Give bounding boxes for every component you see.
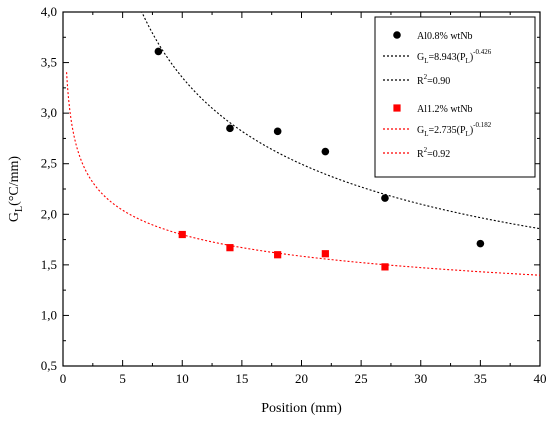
x-tick-label: 0 (60, 371, 67, 386)
y-axis-title-main: G (7, 212, 22, 222)
legend-r2-series-2-part: =0.92 (427, 149, 450, 160)
legend-equation-series-1-part: L (466, 57, 470, 65)
data-point-series-1 (226, 124, 234, 133)
data-point-series-2 (178, 230, 186, 239)
legend-equation-series-1-part: =8.943(P (429, 52, 466, 63)
legend-r2-series-2-part: 2 (424, 146, 428, 154)
y-tick-label: 2,5 (41, 156, 57, 171)
axis-titles: Position (mm) GL(°C/mm) (7, 156, 342, 416)
data-points (154, 47, 485, 271)
legend-equation-series-1-part: G (417, 52, 424, 63)
y-tick-label: 2,0 (41, 206, 57, 221)
legend-equation-series-1-part: -0.426 (473, 48, 492, 56)
legend-r2-series-1-part: R (417, 76, 424, 87)
data-point-series-1 (476, 239, 485, 248)
y-tick-label: 3,0 (41, 105, 57, 120)
y-tick-label: 1,0 (41, 307, 57, 322)
legend-label-series-1-part: Al0.8% wtNb (417, 31, 473, 42)
legend-equation-series-2-part: ) (470, 125, 473, 136)
legend-r2-series-1: R2=0.90 (417, 73, 450, 87)
data-point-series-2 (274, 251, 282, 259)
legend-label-series-1: Al0.8% wtNb (417, 31, 473, 42)
fit-curve-series-2 (66, 72, 540, 276)
x-tick-label: 5 (119, 371, 126, 386)
y-axis-title-sub: L (14, 206, 25, 212)
legend-equation-series-2-part: L (424, 130, 428, 138)
y-axis-title: GL(°C/mm) (7, 156, 25, 223)
y-axis-title-unit: (°C/mm) (7, 156, 22, 206)
legend-marker-series-2 (393, 104, 401, 112)
data-point-series-1 (321, 147, 330, 156)
legend-box (374, 16, 536, 178)
data-point-series-2 (381, 263, 389, 271)
y-tick-label: 4,0 (41, 4, 57, 19)
x-axis-title: Position (mm) (261, 401, 342, 416)
data-point-series-2 (226, 244, 234, 252)
legend-equation-series-1: GL=8.943(PL)-0.426 (417, 48, 492, 65)
legend-r2-series-1-part: =0.90 (427, 76, 450, 87)
x-tick-label: 30 (414, 371, 427, 386)
data-point-series-1 (381, 194, 389, 202)
legend-equation-series-2-part: L (466, 130, 470, 138)
y-tick-label: 3,5 (41, 55, 57, 70)
legend-equation-series-2-part: G (417, 125, 424, 136)
x-tick-label: 40 (534, 371, 547, 386)
legend-r2-series-2-part: R (417, 149, 424, 160)
data-point-series-1 (273, 127, 282, 136)
legend-label-series-2: Al1.2% wtNb (417, 104, 473, 115)
axis-ticks: 0 5 10 15 20 25 30 35 40 0,5 1,0 1,5 2,0 2,5 3,0 3,5 4,0 (41, 4, 547, 386)
legend-label-series-2-part: Al1.2% wtNb (417, 104, 473, 115)
data-point-series-2 (321, 250, 329, 258)
x-tick-label: 20 (295, 371, 308, 386)
x-tick-label: 35 (474, 371, 487, 386)
legend-equation-series-1-part: ) (470, 52, 473, 63)
legend-equation-series-2-part: =2.735(P (429, 125, 466, 136)
legend-equation-series-2: GL=2.735(PL)-0.182 (417, 121, 492, 138)
x-tick-label: 25 (355, 371, 368, 386)
legend-equation-series-1-part: L (424, 57, 428, 65)
legend-r2-series-1-part: 2 (424, 73, 428, 81)
x-tick-label: 10 (176, 371, 189, 386)
legend-equation-series-2-part: -0.182 (473, 121, 492, 129)
data-point-series-1 (154, 47, 163, 56)
legend-marker-series-1 (393, 31, 401, 39)
fit-curves (66, 12, 540, 276)
x-tick-label: 15 (235, 371, 248, 386)
y-tick-label: 0,5 (41, 358, 57, 373)
legend-r2-series-2: R2=0.92 (417, 146, 450, 160)
legend: Al0.8% wtNbGL=8.943(PL)-0.426R2=0.90Al1.… (374, 16, 536, 178)
y-tick-label: 1,5 (41, 257, 57, 272)
fit-curve-series-1 (141, 12, 540, 230)
